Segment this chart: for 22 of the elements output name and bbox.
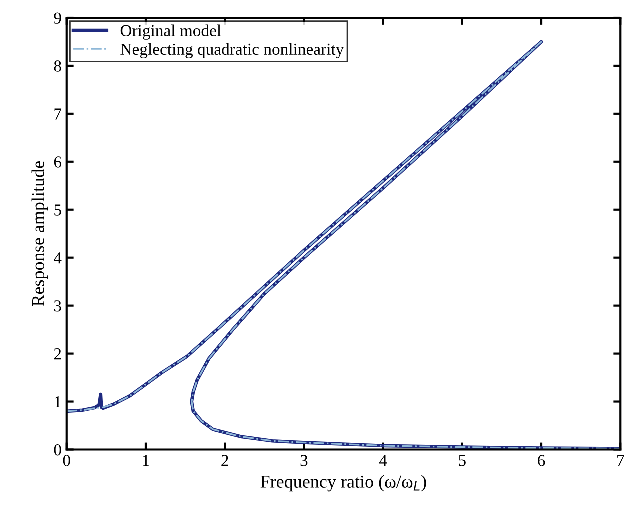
y-tick-label: 5 (54, 204, 62, 216)
y-tick-label: 1 (55, 396, 62, 408)
y-tick-label: 2 (54, 348, 62, 360)
y-tick-label: 7 (54, 108, 62, 120)
x-tick-label: 4 (379, 455, 388, 466)
y-tick-label: 8 (54, 60, 62, 72)
x-tick-label: 5 (459, 455, 466, 466)
y-tick-label: 6 (54, 156, 62, 168)
legend-label: Original model (120, 24, 222, 40)
x-tick-label: 6 (538, 455, 546, 466)
legend-label: Neglecting quadratic nonlinearity (120, 43, 344, 59)
x-tick-label: 1 (143, 455, 150, 466)
x-tick-label: 0 (63, 455, 70, 466)
x-tick-label: 3 (300, 455, 308, 466)
y-tick-label: 0 (54, 444, 62, 456)
y-tick-label: 3 (54, 300, 62, 312)
y-axis-title: Response amplitude (32, 162, 48, 306)
x-tick-label: 7 (618, 455, 624, 466)
x-axis-title: Frequency ratio (ω/ω$_{L}$) (260, 475, 426, 492)
y-tick-label: 9 (54, 12, 62, 24)
y-tick-label: 4 (54, 252, 62, 264)
x-tick-label: 2 (222, 455, 228, 466)
